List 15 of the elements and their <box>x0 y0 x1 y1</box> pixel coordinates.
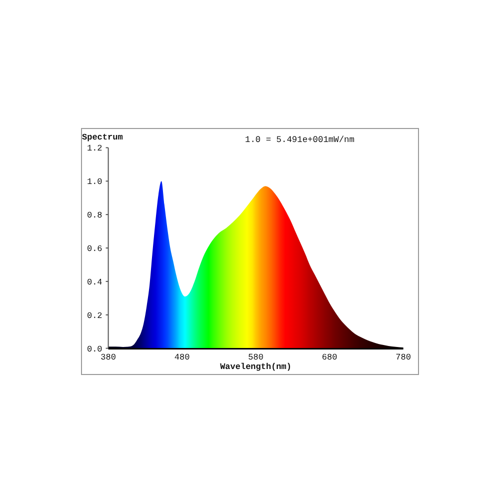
x-axis-title: Wavelength(nm) <box>220 362 292 372</box>
y-tick-label: 1.2 <box>86 144 102 154</box>
x-tick-label: 780 <box>396 352 411 362</box>
x-tick-label: 680 <box>322 352 338 362</box>
x-tick-label: 480 <box>174 352 190 362</box>
x-tick-label: 580 <box>248 352 264 362</box>
y-tick-label: 0.0 <box>86 344 102 354</box>
y-axis-title: Spectrum <box>82 132 123 142</box>
y-tick-label: 0.8 <box>86 210 102 221</box>
y-tick-label: 0.6 <box>86 244 102 254</box>
y-tick-label: 1.0 <box>86 177 102 188</box>
y-tick-label: 0.2 <box>86 310 102 321</box>
y-tick-label: 0.4 <box>86 277 102 288</box>
text: 1.0 = 5.491e+001mW/nm <box>245 135 354 145</box>
x-tick-label: 380 <box>100 352 116 362</box>
